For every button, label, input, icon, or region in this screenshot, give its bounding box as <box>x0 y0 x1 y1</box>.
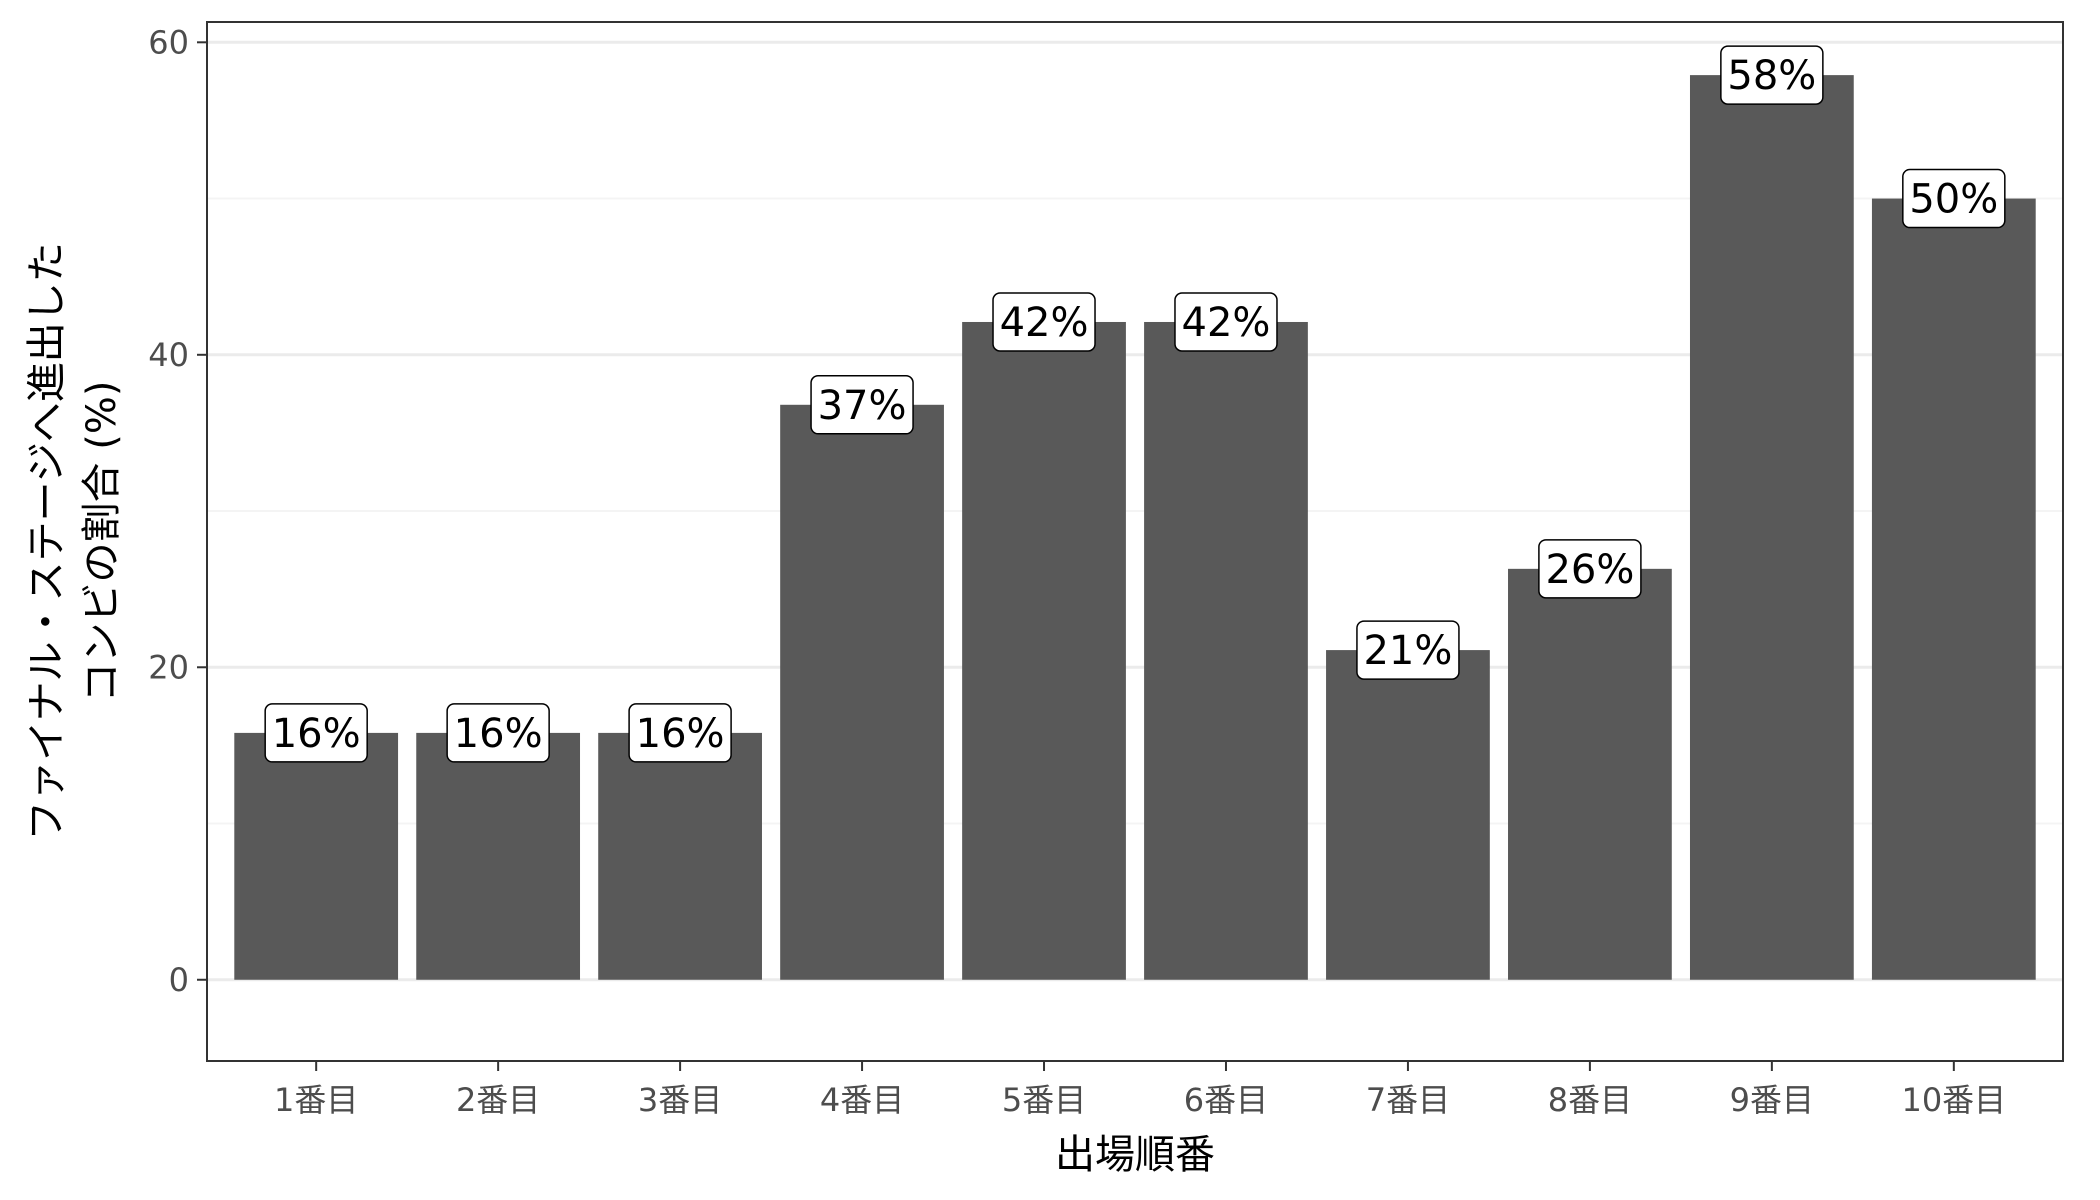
data-label-text: 58% <box>1727 53 1816 99</box>
data-label: 26% <box>1538 539 1642 599</box>
y-axis: 0 20 40 60 <box>148 23 207 999</box>
data-label-text: 21% <box>1363 628 1452 674</box>
x-tick-label: 3番目 <box>638 1081 722 1119</box>
x-tick-label: 7番目 <box>1366 1081 1450 1119</box>
data-label-text: 50% <box>1909 177 1998 223</box>
bar <box>234 732 399 980</box>
x-axis-title: 出場順番 <box>1055 1132 1215 1178</box>
data-label-text: 26% <box>1545 547 1634 593</box>
data-label-text: 16% <box>272 711 361 757</box>
y-tick-label: 20 <box>148 648 189 686</box>
y-tick-label: 40 <box>148 336 189 374</box>
data-label-box <box>1538 539 1642 599</box>
data-labels: 16% 16% 16% 37% 42% 42% 21% 26% 58% 50% <box>264 45 2006 763</box>
y-axis-title-line-2: コンビの割合 (%) <box>79 381 125 703</box>
bar <box>1508 568 1672 980</box>
data-label-box <box>992 292 1096 352</box>
y-axis-title-line-1: ファイナル・ステージへ進出した <box>24 242 70 840</box>
data-label-box <box>446 703 550 763</box>
data-label: 21% <box>1356 620 1460 680</box>
bar <box>1144 321 1308 980</box>
bar <box>598 732 762 980</box>
data-label-text: 42% <box>1182 300 1271 346</box>
x-axis: 1番目 2番目 3番目 4番目 5番目 6番目 7番目 8番目 9番目 10番目 <box>274 1061 2006 1119</box>
data-label: 37% <box>810 375 914 435</box>
data-label-text: 16% <box>454 711 543 757</box>
data-label: 16% <box>628 703 732 763</box>
data-label-box <box>810 375 914 435</box>
bars <box>234 75 2036 980</box>
data-label: 42% <box>1174 292 1278 352</box>
bar <box>780 404 944 980</box>
y-tick-label: 60 <box>148 23 189 61</box>
x-tick-label: 8番目 <box>1548 1081 1632 1119</box>
data-label: 58% <box>1720 45 1824 105</box>
x-tick-label: 9番目 <box>1730 1081 1814 1119</box>
data-label-text: 42% <box>1000 300 1089 346</box>
panel-border <box>206 21 2064 1062</box>
x-tick-label: 5番目 <box>1002 1081 1086 1119</box>
data-label-text: 37% <box>818 383 907 429</box>
data-label-box <box>628 703 732 763</box>
y-tick-label: 0 <box>169 961 189 999</box>
data-label-text: 16% <box>636 711 725 757</box>
x-tick-label: 10番目 <box>1901 1081 2006 1119</box>
data-label: 42% <box>992 292 1096 352</box>
data-label: 16% <box>264 703 368 763</box>
x-tick-label: 6番目 <box>1184 1081 1268 1119</box>
bar <box>1326 650 1490 980</box>
x-tick-label: 1番目 <box>274 1081 358 1119</box>
x-tick-label: 2番目 <box>456 1081 540 1119</box>
bar <box>1871 198 2036 980</box>
y-axis-title: ファイナル・ステージへ進出した コンビの割合 (%) <box>24 242 125 840</box>
bar <box>1689 75 1854 980</box>
data-label-box <box>1356 620 1460 680</box>
bar <box>416 732 581 980</box>
data-label-box <box>264 703 368 763</box>
data-label: 16% <box>446 703 550 763</box>
data-label-box <box>1174 292 1278 352</box>
bar <box>962 321 1126 980</box>
data-label: 50% <box>1902 168 2006 229</box>
data-label-box <box>1902 168 2006 229</box>
x-tick-label: 4番目 <box>820 1081 904 1119</box>
data-label-box <box>1720 45 1824 105</box>
